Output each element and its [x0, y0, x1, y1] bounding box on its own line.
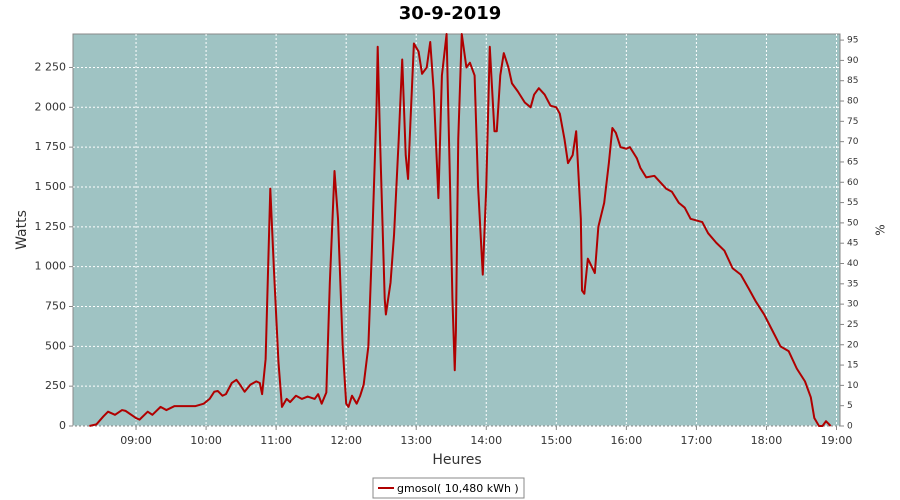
y2-tick-label: 85	[847, 76, 858, 86]
y2-tick-label: 5	[847, 401, 853, 411]
y2-tick-label: 55	[847, 198, 858, 208]
y2-tick-label: 45	[847, 239, 858, 249]
x-tick-label: 16:00	[611, 434, 643, 447]
y-tick-label: 500	[45, 339, 66, 352]
y2-tick-label: 15	[847, 361, 858, 371]
y2-tick-label: 95	[847, 36, 858, 46]
y2-tick-label: 10	[847, 381, 859, 391]
y2-tick-label: 75	[847, 117, 858, 127]
y2-tick-label: 65	[847, 157, 858, 167]
y2-tick-label: 20	[847, 340, 859, 350]
x-tick-label: 11:00	[260, 434, 292, 447]
y-tick-label: 1 000	[35, 260, 67, 273]
x-tick-label: 18:00	[751, 434, 783, 447]
y2-tick-label: 40	[847, 259, 859, 269]
y2-tick-label: 0	[847, 422, 853, 432]
y-tick-label: 1 500	[35, 180, 67, 193]
x-tick-label: 09:00	[120, 434, 152, 447]
y-tick-label: 2 000	[35, 100, 67, 113]
x-tick-label: 17:00	[681, 434, 713, 447]
y2-tick-label: 50	[847, 218, 859, 228]
x-axis-label: Heures	[432, 452, 481, 468]
y2-tick-label: 70	[847, 137, 859, 147]
y2-tick-label: 35	[847, 279, 858, 289]
x-tick-label: 10:00	[190, 434, 222, 447]
y2-axis-label: %	[874, 224, 888, 235]
x-tick-label: 15:00	[540, 434, 572, 447]
y-tick-label: 750	[45, 299, 66, 312]
legend-box	[372, 477, 525, 499]
y-tick-label: 0	[59, 419, 66, 432]
x-tick-label: 14:00	[470, 434, 502, 447]
y2-tick-label: 30	[847, 300, 859, 310]
y-tick-label: 1 750	[35, 140, 67, 153]
y2-tick-label: 60	[847, 178, 859, 188]
x-tick-label: 19:00	[821, 434, 853, 447]
legend-label: gmosol( 10,480 kWh )	[397, 482, 519, 495]
y-tick-label: 1 250	[35, 220, 67, 233]
x-tick-label: 12:00	[330, 434, 362, 447]
data-line	[89, 33, 832, 427]
y2-tick-label: 90	[847, 56, 859, 66]
y2-tick-label: 80	[847, 97, 859, 107]
x-tick-label: 13:00	[400, 434, 432, 447]
y2-tick-label: 25	[847, 320, 858, 330]
chart-title: 30-9-2019	[399, 3, 502, 24]
y-axis-label: Watts	[14, 210, 30, 250]
y-tick-label: 2 250	[35, 60, 67, 73]
y-tick-label: 250	[45, 379, 66, 392]
